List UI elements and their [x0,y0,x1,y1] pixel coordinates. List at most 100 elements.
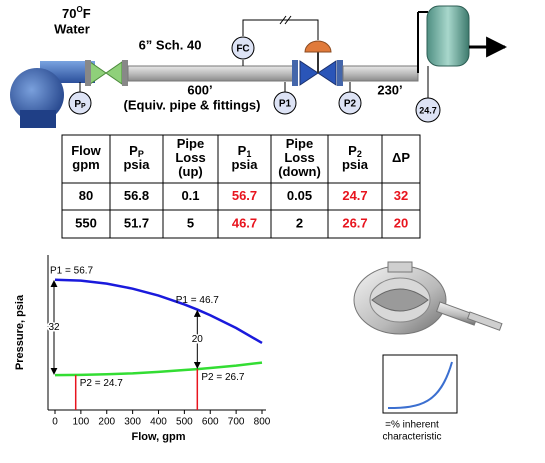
gauge-label: 24.7 [419,105,437,115]
header-text: P [129,143,138,158]
header-cell: PP [129,143,144,159]
header-text: psia [231,157,258,172]
flange [337,60,343,86]
inset-caption: characteristic [383,432,442,443]
p2-label: P2 = 24.7 [80,378,124,389]
header-text: Pipe [177,136,204,151]
downstream-pipe [342,65,419,82]
actuator [304,40,332,53]
header-cell: Pipe [177,136,204,151]
x-axis-label: Flow, gpm [132,431,186,443]
inset-caption: =% inherent [385,420,439,431]
x-tick-label: 600 [202,417,219,428]
header-cell: Loss [284,150,314,165]
header-subscript: 1 [246,149,251,159]
inset-curve [387,361,453,409]
table-cell: 56.8 [124,188,149,203]
x-tick-label: 300 [124,417,141,428]
block-valve [89,61,123,85]
x-tick-label: 200 [98,417,115,428]
table-cell: 0.05 [287,188,312,203]
temperature-unit: F [83,6,91,21]
pump [10,68,64,122]
x-tick-label: 400 [150,417,167,428]
controller-bubble [231,36,255,60]
gauge-label: P1 [279,99,292,110]
upstream-note: (Equiv. pipe & fittings) [124,97,261,112]
header-cell: (up) [178,164,203,179]
header-text: psia [342,157,369,172]
header-cell: Pipe [286,136,313,151]
y-axis-label: Pressure, psia [14,294,26,370]
downstream-length: 230’ [377,82,402,97]
table-cell: 24.7 [342,188,367,203]
header-cell: gpm [72,157,99,172]
header-text: Loss [175,150,205,165]
header-cell: psia [342,157,369,172]
flange [122,60,128,86]
series-line [54,278,263,345]
header-text: (down) [278,164,321,179]
gauge-label: P2 [344,99,357,110]
header-text: (up) [178,164,203,179]
upstream-length: 600’ [187,82,212,97]
x-tick-label: 700 [228,417,245,428]
gauge-symbol: P [74,99,81,110]
valve-ball [371,288,429,312]
header-subscript: 2 [357,149,362,159]
x-tick-label: 800 [254,417,271,428]
tank [426,5,470,67]
header-text: Loss [284,150,314,165]
header-cell: Loss [175,150,205,165]
header-cell: P1 [238,143,252,159]
p1-label: P1 = 56.7 [50,265,94,276]
valve-boss [387,261,413,273]
signal-line [242,19,319,40]
table-cell: 56.7 [232,188,257,203]
table-cell: 26.7 [342,215,367,230]
table-cell: 51.7 [124,215,149,230]
header-text: Pipe [286,136,313,151]
header-text: psia [123,157,150,172]
header-subscript: P [138,149,144,159]
controller-label: FC [236,44,249,55]
table-cell: 0.1 [181,188,199,203]
series-line [54,361,263,377]
table-cell: 80 [79,188,93,203]
p1-label: P1 = 46.7 [176,295,220,306]
header-text: Flow [71,143,101,158]
header-text: P [348,143,357,158]
x-tick-label: 100 [73,417,90,428]
header-cell: P2 [348,143,362,159]
table-cell: 46.7 [232,215,257,230]
degree-sign: O [76,5,82,14]
pressure-chart: 0 100 200 300 400 500 600 700 800 Flow, gpm Pressu… [14,255,271,443]
p2-label: P2 = 26.7 [201,372,245,383]
flange [292,60,298,86]
table-cell: 550 [75,215,97,230]
header-text: gpm [72,157,99,172]
table-cell: 5 [187,215,194,230]
table-cell: 2 [296,215,303,230]
header-cell: (down) [278,164,321,179]
signal-hash [284,15,292,25]
difference-label: 32 [48,322,60,333]
header-cell: Flow [71,143,101,158]
data-table: FlowgpmPPpsiaPipeLoss(up)P1psiaPipeLoss(… [61,134,421,239]
valve-shaft [466,311,503,331]
temperature-value: 70 [62,6,76,21]
process-diagram: 70OF Water 6” Sch. 40 FC 600’ (Equiv. pi… [10,5,508,128]
header-cell: psia [231,157,258,172]
difference-label: 20 [192,334,204,345]
signal-hash [279,15,287,25]
header-cell: psia [123,157,150,172]
table-cell: 20 [394,215,408,230]
pump-base [20,110,56,128]
pipe-spec: 6” Sch. 40 [139,37,202,52]
valve-picture [353,261,503,335]
flange [85,60,91,86]
upstream-pipe [127,65,294,82]
temperature: 70OF [62,5,91,21]
table-cell: 32 [394,188,408,203]
gauge-subscript: P [81,103,86,110]
